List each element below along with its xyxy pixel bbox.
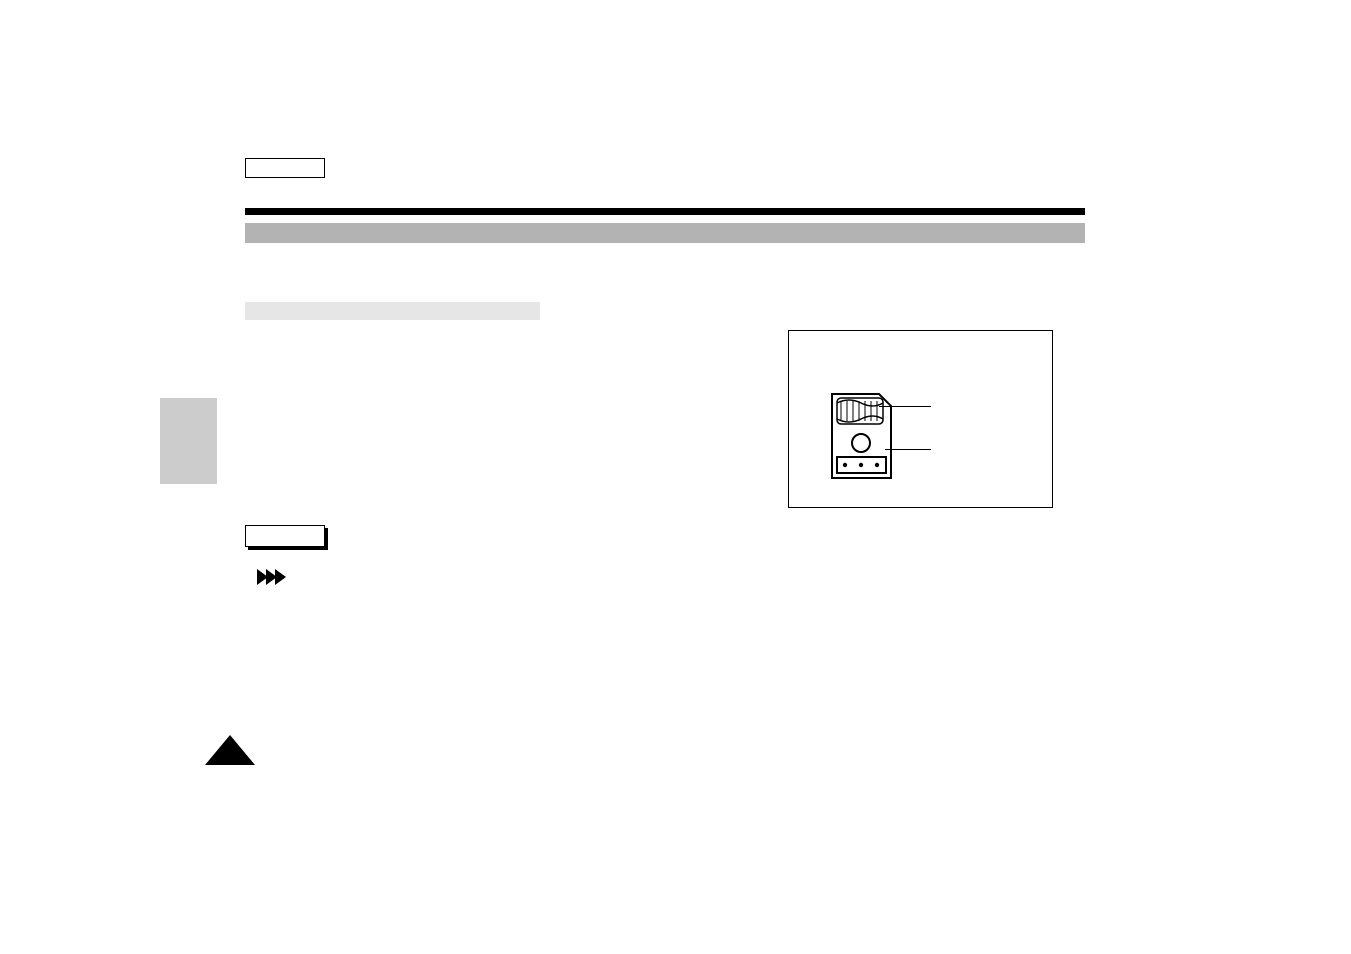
diagram-frame <box>788 330 1053 508</box>
up-triangle-icon <box>205 735 255 765</box>
side-tab <box>160 398 217 484</box>
document-page <box>0 0 1351 954</box>
label-box-top <box>245 158 325 178</box>
button-box <box>245 525 325 547</box>
subheading-band <box>245 302 540 320</box>
memory-card-illustration <box>829 391 894 481</box>
fast-forward-icon <box>257 568 297 586</box>
memory-card-icon <box>829 391 894 481</box>
pointer-line-hole <box>885 449 931 450</box>
pointer-line-contacts <box>879 406 931 407</box>
heading-rule <box>245 208 1085 215</box>
heading-band <box>245 223 1085 243</box>
